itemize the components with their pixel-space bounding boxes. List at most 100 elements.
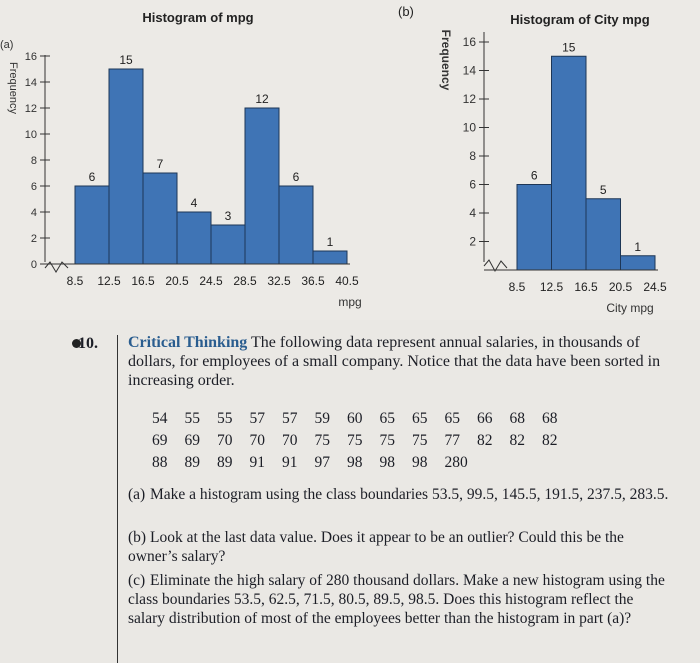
part-label: (a)	[128, 486, 146, 503]
y-tick-label: 16	[463, 35, 477, 49]
data-value: 280	[444, 454, 468, 471]
data-value: 55	[217, 410, 233, 427]
x-tick-label: 12.5	[540, 280, 564, 294]
chart-title-a: Histogram of mpg	[142, 10, 253, 25]
y-tick-label: 2	[469, 235, 476, 249]
exercise-intro: Critical Thinking The following data rep…	[128, 333, 668, 390]
histogram-bar	[516, 184, 552, 271]
data-value: 69	[152, 432, 168, 449]
exercise-10: 10. Critical Thinking The following data…	[0, 325, 700, 663]
exercise-rule	[117, 335, 118, 663]
exercise-part-b: (b) Look at the last data value. Does it …	[128, 528, 673, 566]
part-text: Look at the last data value. Does it app…	[128, 529, 624, 565]
y-tick-label: 12	[25, 103, 37, 115]
y-tick-label: 14	[25, 77, 37, 89]
histogram-bar	[620, 255, 656, 271]
histogram-bar	[74, 185, 110, 265]
x-tick-label: 32.5	[267, 274, 291, 288]
part-label: (c)	[128, 572, 146, 589]
histogram-bar	[210, 224, 246, 265]
data-value: 75	[347, 432, 363, 449]
data-value: 65	[444, 410, 461, 427]
bar-value-label: 6	[89, 170, 96, 184]
data-value: 75	[412, 432, 428, 449]
bar-value-label: 1	[634, 240, 641, 254]
data-value: 89	[217, 454, 233, 471]
data-value: 98	[412, 454, 428, 471]
data-value: 75	[314, 432, 331, 449]
data-value: 98	[379, 454, 396, 471]
x-tick-label: 24.5	[199, 274, 223, 288]
axis-break-a	[44, 261, 69, 273]
y-tick-label: 8	[31, 155, 37, 167]
histogram-mpg: (a) Histogram of mpg Frequency mpg 6 15 7 4…	[0, 10, 362, 309]
data-row: 69 69 70 70 70 75 75 75 75 77 82 82 82	[152, 430, 662, 452]
histogram-bar	[585, 198, 621, 271]
bar-value-label: 7	[157, 157, 164, 171]
y-tick-label: 0	[31, 259, 37, 271]
x-tick-label: 28.5	[233, 274, 257, 288]
data-value: 70	[217, 432, 233, 449]
data-value: 82	[509, 432, 526, 449]
x-tick-label: 20.5	[165, 274, 189, 288]
data-value: 88	[152, 454, 168, 471]
data-value: 77	[444, 432, 461, 449]
bar-value-label: 6	[531, 169, 538, 183]
salary-data: 54 55 55 57 57 59 60 65 65 65 66 68 68 69 69 70 70 70 75 75…	[152, 408, 662, 474]
y-tick-label: 4	[469, 206, 476, 220]
bar-value-label: 4	[191, 196, 198, 210]
data-value: 98	[347, 454, 363, 471]
data-value: 60	[347, 410, 363, 427]
data-value: 70	[282, 432, 298, 449]
histogram-bar	[142, 172, 178, 265]
bar-value-label: 12	[255, 92, 269, 106]
exercise-intro-text: The following data represent annual sala…	[128, 334, 661, 389]
data-value: 68	[542, 410, 558, 427]
exercise-part-c: (c) Eliminate the high salary of 280 thou…	[128, 571, 673, 628]
x-tick-label: 40.5	[335, 274, 359, 288]
x-axis-label-a: mpg	[338, 295, 361, 309]
histogram-bar	[312, 250, 348, 265]
part-text: Make a histogram using the class boundar…	[150, 486, 669, 503]
panel-label-b: (b)	[398, 4, 414, 19]
x-tick-label: 16.5	[574, 280, 598, 294]
x-axis-label-b: City mpg	[606, 301, 653, 315]
data-value: 57	[282, 410, 298, 427]
data-value: 57	[249, 410, 266, 427]
data-value: 91	[282, 454, 298, 471]
data-value: 69	[184, 432, 201, 449]
y-tick-label: 12	[463, 92, 477, 106]
y-tick-label: 10	[25, 129, 37, 141]
part-label: (b)	[128, 529, 147, 546]
y-tick-label: 14	[463, 64, 477, 78]
x-tick-label: 20.5	[609, 280, 633, 294]
y-tick-label: 2	[31, 233, 37, 245]
data-value: 70	[249, 432, 266, 449]
data-value: 59	[314, 410, 331, 427]
data-value: 54	[152, 410, 168, 427]
data-value: 68	[509, 410, 526, 427]
panel-label-a: (a)	[0, 39, 13, 51]
data-value: 66	[477, 410, 493, 427]
x-tick-label: 12.5	[97, 274, 121, 288]
histogram-bar	[551, 55, 587, 271]
data-value: 65	[379, 410, 396, 427]
bar-value-label: 3	[225, 209, 232, 223]
histogram-bar	[108, 68, 144, 265]
histogram-city-mpg: (b) Histogram of City mpg Frequency City…	[398, 4, 667, 315]
y-tick-label: 4	[31, 207, 37, 219]
bar-value-label: 15	[562, 40, 576, 54]
histogram-figures: (a) Histogram of mpg Frequency mpg 61574…	[0, 0, 700, 320]
y-axis-label-b: Frequency	[439, 30, 453, 91]
histogram-bar	[244, 107, 280, 265]
y-tick-label: 10	[463, 121, 477, 135]
data-value: 97	[314, 454, 331, 471]
data-value: 91	[249, 454, 266, 471]
y-tick-label: 8	[469, 149, 476, 163]
exercise-number: 10.	[78, 335, 98, 352]
data-value: 55	[184, 410, 201, 427]
y-tick-label: 6	[469, 178, 476, 192]
histogram-bar	[278, 185, 314, 265]
bar-value-label: 5	[600, 183, 607, 197]
data-row: 54 55 55 57 57 59 60 65 65 65 66 68 68	[152, 408, 662, 430]
